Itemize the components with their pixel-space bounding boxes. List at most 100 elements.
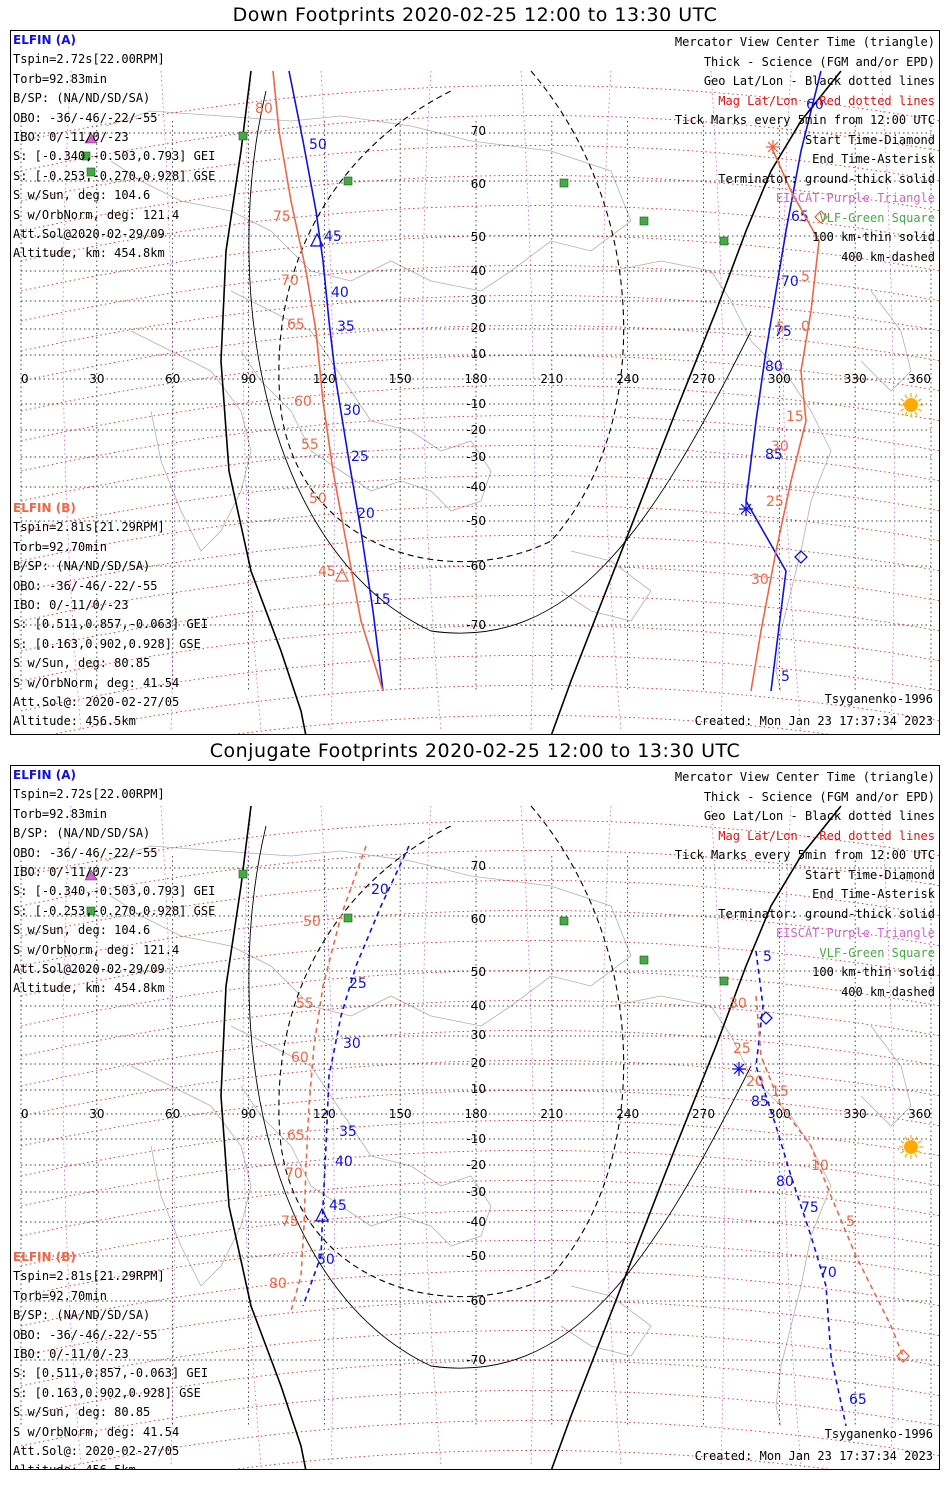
elfin-b-track-label: 60 — [294, 394, 312, 410]
elfin-a-track-label: 80 — [776, 1174, 794, 1190]
legend-item: Thick - Science (FGM and/or EPD) — [703, 54, 935, 69]
start-time-diamond — [814, 210, 828, 224]
footprint-100km — [248, 90, 752, 634]
mag-parallel — [20, 1270, 939, 1327]
lon-tick-label: 270 — [692, 372, 715, 386]
elfin-a-track-label: 70 — [781, 274, 799, 290]
mag-parallel — [20, 1330, 939, 1387]
sun-ray — [914, 394, 918, 399]
mag-parallel — [20, 145, 939, 202]
elfin-a-track-label: 85 — [765, 447, 783, 463]
map-canvas-conjugate: 0 30 60 90 120 150 180 210 240 270 300 330 360706050… — [20, 805, 939, 1469]
elfin-b-track-label: 45 — [318, 564, 336, 580]
lat-tick-label: 30 — [471, 1028, 486, 1042]
info-line: S: [-0.253,-0.270,0.928] GSE — [13, 168, 216, 183]
lon-tick-label: 150 — [389, 372, 412, 386]
legend-item: Start Time-Diamond — [804, 867, 935, 882]
down-footprints-panel: 0 30 60 90 120 150 180 210 240 270 300 330 360 70 60 50… — [10, 30, 940, 735]
mag-parallel — [20, 1150, 939, 1207]
mag-parallel — [20, 265, 939, 322]
info-line: Torb=92.83min — [13, 806, 107, 821]
coastline — [105, 110, 632, 292]
lat-tick-label: -30 — [466, 450, 486, 464]
sun-ray — [900, 398, 905, 402]
elfin-b-track-label: 70 — [281, 273, 299, 289]
mag-meridian — [710, 70, 725, 732]
start-time-diamond — [794, 550, 808, 564]
legend-item: 400 km-dashed — [841, 249, 935, 264]
elfin-a-track-label: 30 — [343, 1036, 361, 1052]
legend-item: Start Time-Diamond — [804, 132, 935, 147]
sun-icon — [904, 398, 918, 412]
mag-parallel — [52, 1420, 939, 1469]
info-line: S w/Sun, deg: 104.6 — [13, 923, 151, 938]
mag-meridian — [62, 805, 82, 1467]
vlf-station-marker — [639, 955, 649, 965]
info-line: S w/Sun, deg: 80.85 — [13, 1405, 151, 1420]
lon-tick-label: 60 — [165, 372, 180, 386]
lat-tick-label: -70 — [466, 1353, 486, 1367]
legend-item: End Time-Asterisk — [812, 152, 935, 166]
lon-tick-label: 0 — [21, 1107, 29, 1121]
lon-tick-label: 330 — [844, 1107, 867, 1121]
info-line: IBO: 0/-11/0/-23 — [13, 130, 129, 145]
coastline — [560, 550, 652, 622]
mag-parallel — [20, 565, 939, 622]
mag-parallel — [20, 625, 939, 682]
center-time-triangle — [314, 1207, 330, 1222]
sun-ray — [917, 398, 922, 402]
mag-parallel — [20, 940, 939, 997]
legend-item: Mercator View Center Time (triangle) — [674, 770, 935, 784]
lon-tick-label: 0 — [21, 372, 29, 386]
vlf-station-marker — [86, 906, 96, 916]
end-time-asterisk — [740, 503, 752, 515]
elfin-b-track-label: 75 — [281, 1214, 299, 1230]
elfin-a-header: ELFIN (A) — [13, 768, 76, 782]
mag-parallel — [20, 655, 939, 712]
lon-tick-label: 300 — [768, 372, 791, 386]
elfin-a-track-label: 45 — [324, 229, 342, 245]
elfin-a-info: ELFIN (A) Tspin=2.72s[22.00RPM] Torb=92.… — [13, 766, 215, 999]
elfin-a-track-label: 80 — [765, 359, 783, 375]
terminator-line — [220, 70, 307, 734]
elfin-b-track-label: 75 — [273, 209, 291, 225]
elfin-b-track-label: 65 — [287, 317, 305, 333]
mag-meridian — [602, 70, 622, 732]
info-line: S w/Sun, deg: 80.85 — [13, 656, 151, 671]
info-line: Att.Sol@2020-02-29/09 — [13, 227, 165, 242]
elfin-b-header: ELFIN (B) — [13, 1250, 76, 1264]
elfin-a-header: ELFIN (A) — [13, 33, 76, 47]
lat-tick-label: 40 — [471, 999, 486, 1013]
info-line: B/SP: (NA/ND/SD/SA) — [13, 1308, 151, 1323]
elfin-a-track-label: 20 — [357, 506, 375, 522]
model-label: Tsyganenko-1996 — [824, 692, 933, 706]
mag-parallel — [20, 325, 939, 382]
model-label: Tsyganenko-1996 — [824, 1427, 933, 1441]
elfin-a-track-label: 40 — [331, 285, 349, 301]
lat-tick-label: 70 — [471, 124, 486, 138]
elfin-b-track-label: 5 — [776, 320, 785, 336]
elfin-a-track-label: 75 — [801, 1200, 819, 1216]
vlf-station-marker — [238, 869, 248, 879]
footprint-400km — [278, 70, 625, 563]
lat-tick-label: 30 — [471, 293, 486, 307]
elfin-b-track-label: 30 — [771, 439, 789, 455]
info-line: S: [0.511,0.857,-0.063] GEI — [13, 1366, 209, 1381]
lon-tick-label: 270 — [692, 1107, 715, 1121]
conjugate-footprints-panel: 0 30 60 90 120 150 180 210 240 270 300 330 360 70 60 50… — [10, 765, 940, 1470]
mag-parallel — [20, 1210, 939, 1267]
lon-tick-label: 330 — [844, 372, 867, 386]
sun-ray — [904, 411, 908, 416]
lon-tick-label: 150 — [389, 1107, 412, 1121]
mag-parallel — [20, 1030, 939, 1087]
sun-ray — [904, 394, 908, 399]
start-time-diamond — [759, 1011, 773, 1025]
lat-tick-label: -70 — [466, 618, 486, 632]
mag-meridian — [242, 805, 262, 1467]
elfin-a-track-label: 25 — [351, 449, 369, 465]
legend: Mercator View Center Time (triangle) Thi… — [675, 33, 935, 267]
info-line: IBO: 0/-11/0/-23 — [13, 1347, 129, 1362]
info-line: Altitude: 456.5km — [13, 1461, 208, 1469]
lat-tick-label: 10 — [471, 347, 486, 361]
mag-parallel — [20, 1000, 939, 1057]
